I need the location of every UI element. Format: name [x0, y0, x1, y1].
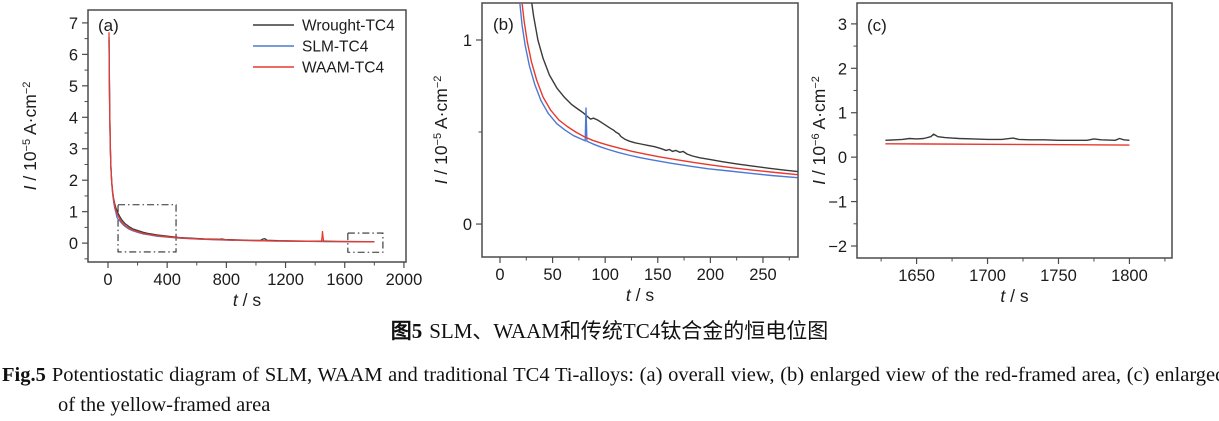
zoom-region-box: [347, 232, 384, 253]
y-tick-label: 4: [69, 109, 78, 127]
x-tick-label: 1800: [1111, 267, 1148, 285]
series-group: [108, 32, 375, 243]
legend-label-WAAM-TC4: WAAM-TC4: [302, 60, 384, 77]
y-axis: −2 −1 0 1 2 3 I / 10−6 A·cm−2: [809, 16, 857, 256]
y-tick-label: 0: [838, 149, 847, 167]
caption-en-text: Potentiostatic diagram of SLM, WAAM and …: [51, 364, 1219, 416]
x-axis-title: t / s: [233, 290, 261, 310]
y-tick-label: 1: [838, 105, 847, 123]
plot-frame: [856, 2, 1173, 259]
panel-b-chart: 0 50 100 150 200 250 t / s 0 1 I / 10−5 A·cm−2 (b): [432, 2, 799, 305]
series-group: [519, 3, 798, 179]
x-axis: 0 400 800 1200 1600 2000 t / s: [103, 262, 422, 310]
y-tick-label: 0: [69, 235, 78, 253]
series-group: [885, 133, 1130, 146]
panel-a-chart: 0 400 800 1200 1600 2000 t / s 0 1 2 3 4 5 6 7 I / 10−5…: [20, 9, 422, 310]
legend: Wrought-TC4 SLM-TC4 WAAM-TC4: [253, 18, 395, 77]
panel-letter-a: (a): [98, 16, 119, 35]
caption-en-label: Fig.5: [2, 364, 46, 386]
series-Wrought-TC4: [885, 133, 1130, 142]
y-tick-label: 3: [838, 16, 847, 34]
x-tick-label: 1200: [267, 271, 304, 289]
panel-c-chart: 1650 1700 1750 1800 t / s −2 −1 0 1 2 3 I / 10−6 A·…: [809, 2, 1173, 306]
x-tick-label: 1700: [969, 267, 1006, 285]
y-tick-label: 5: [69, 78, 78, 96]
y-tick-label: 1: [69, 204, 78, 222]
y-tick-label: 6: [69, 46, 78, 64]
caption-zh-text: SLM、WAAM和传统TC4钛合金的恒电位图: [429, 319, 829, 343]
y-tick-label: −2: [828, 238, 847, 256]
y-tick-label: 3: [69, 141, 78, 159]
series-WAAM-TC4: [521, 3, 798, 176]
y-tick-label: 7: [69, 15, 78, 33]
panel-letter-c: (c): [867, 16, 887, 35]
plot-frame: [481, 2, 799, 258]
y-tick-label: 2: [69, 172, 78, 190]
series-WAAM-TC4: [108, 32, 375, 243]
y-axis: 0 1 I / 10−5 A·cm−2: [432, 32, 482, 234]
y-tick-label: 1: [463, 32, 472, 50]
series-WAAM-TC4: [885, 143, 1130, 146]
y-axis-title: I / 10−5 A·cm−2: [20, 82, 40, 191]
plot-frame: [87, 9, 407, 263]
y-tick-label: 2: [838, 60, 847, 78]
legend-label-Wrought-TC4: Wrought-TC4: [302, 18, 395, 35]
x-axis-title: t / s: [626, 285, 654, 305]
x-tick-label: 2000: [386, 271, 423, 289]
x-tick-label: 50: [543, 266, 561, 284]
y-axis-title: I / 10−6 A·cm−2: [809, 76, 829, 185]
y-tick-label: 0: [463, 216, 472, 234]
legend-label-SLM-TC4: SLM-TC4: [302, 39, 369, 56]
x-tick-label: 250: [749, 266, 777, 284]
series-SLM-TC4: [519, 3, 798, 179]
x-tick-label: 400: [153, 271, 181, 289]
caption-zh-label: 图5: [390, 319, 423, 343]
y-axis: 0 1 2 3 4 5 6 7 I / 10−5 A·cm−2: [20, 15, 88, 260]
x-tick-label: 150: [644, 266, 672, 284]
x-tick-label: 1600: [326, 271, 363, 289]
x-tick-label: 200: [697, 266, 725, 284]
x-tick-label: 0: [103, 271, 112, 289]
panel-letter-b: (b): [493, 15, 514, 34]
x-tick-label: 100: [591, 266, 619, 284]
y-axis-title: I / 10−5 A·cm−2: [432, 76, 451, 185]
y-tick-label: −1: [828, 194, 847, 212]
x-tick-label: 0: [495, 266, 504, 284]
x-axis-title: t / s: [1000, 286, 1028, 306]
caption-en: Fig.5 Potentiostatic diagram of SLM, WAAM…: [2, 360, 1219, 420]
x-axis: 0 50 100 150 200 250 t / s: [495, 257, 790, 305]
series-Wrought-TC4: [531, 3, 798, 173]
zoom-region-box: [117, 204, 177, 253]
x-tick-label: 1650: [898, 267, 935, 285]
caption-zh: 图5 SLM、WAAM和传统TC4钛合金的恒电位图: [0, 317, 1219, 345]
x-tick-label: 800: [213, 271, 241, 289]
x-axis: 1650 1700 1750 1800 t / s: [880, 258, 1166, 306]
x-tick-label: 1750: [1040, 267, 1077, 285]
